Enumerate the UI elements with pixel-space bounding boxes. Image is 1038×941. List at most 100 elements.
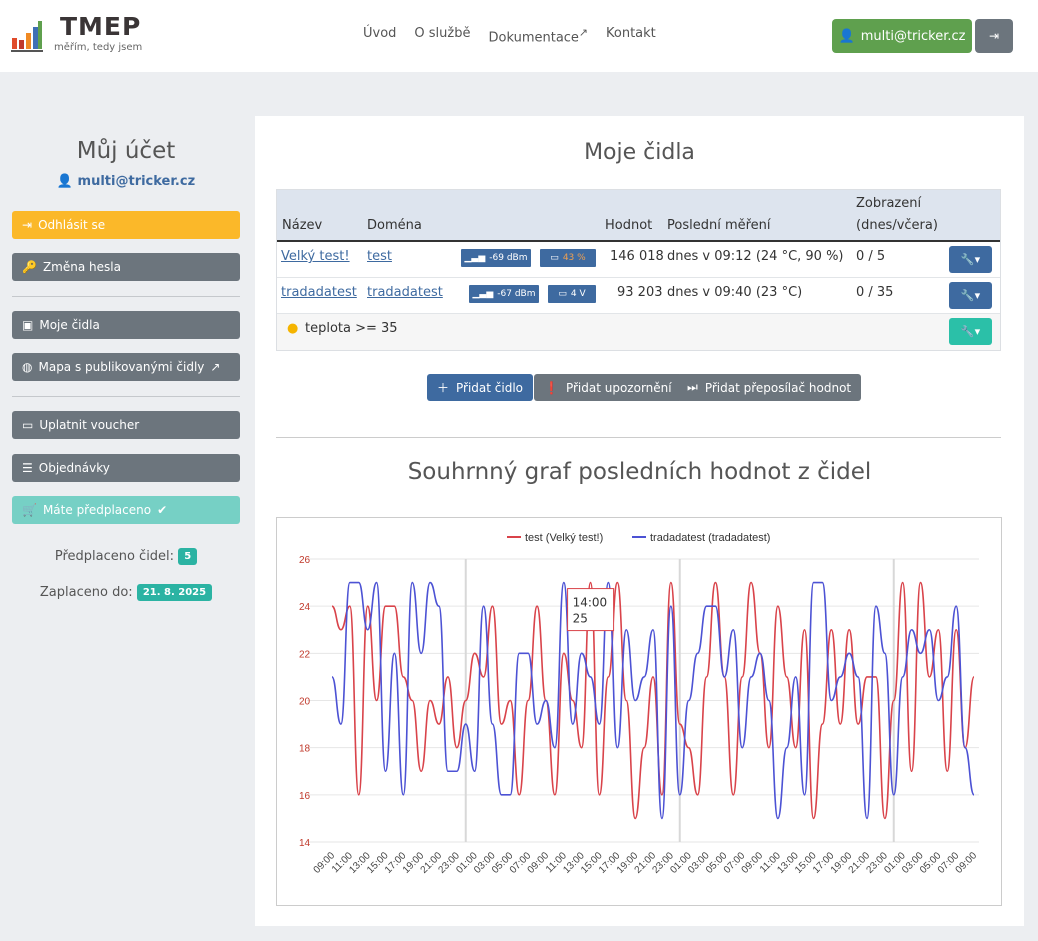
sensor-settings-dropdown[interactable]: 🔧▾	[949, 246, 992, 273]
user-email: multi@tricker.cz	[860, 28, 966, 44]
add-sensor-button[interactable]: ＋ Přidat čidlo	[427, 374, 534, 401]
legend-label: tradadatest (tradadatest)	[650, 532, 770, 544]
sensor-name-link[interactable]: Velký test!	[281, 249, 350, 264]
list-icon: ☰	[22, 461, 33, 475]
account-email-text: multi@tricker.cz	[77, 174, 196, 189]
logout-icon-button[interactable]: ⇥	[975, 19, 1013, 53]
user-icon: 👤	[56, 174, 78, 189]
logout-button[interactable]: ⇥ Odhlásit se	[12, 211, 240, 239]
nav-contact[interactable]: Kontakt	[606, 26, 656, 41]
signal-value: -69 dBm	[489, 253, 528, 263]
legend-label: test (Velký test!)	[525, 532, 603, 544]
add-alert-button[interactable]: ❗ Přidat upozornění	[534, 374, 682, 401]
battery-icon: ▭	[550, 253, 559, 263]
prepaid-sensors-label: Předplaceno čidel:	[54, 549, 175, 564]
chart-svg: 1416182022242609:0011:0013:0015:0017:001…	[299, 532, 979, 876]
y-tick-label: 20	[299, 697, 311, 708]
nav-home[interactable]: Úvod	[363, 26, 397, 41]
my-sensors-label: Moje čidla	[39, 318, 100, 332]
sensor-settings-dropdown[interactable]: 🔧▾	[949, 282, 992, 309]
main-nav: Úvod O službě Dokumentace↗ Kontakt	[363, 26, 656, 45]
col-views: Zobrazení	[856, 196, 922, 211]
redeem-voucher-label: Uplatnit voucher	[39, 418, 140, 432]
sign-out-icon: ⇥	[22, 218, 33, 232]
y-tick-label: 14	[299, 838, 311, 849]
add-forwarder-button[interactable]: ⏭ Přidat přeposílač hodnot	[677, 374, 862, 401]
prepaid-count-badge: 5	[178, 548, 198, 565]
redeem-voucher-button[interactable]: ▭ Uplatnit voucher	[12, 411, 240, 439]
alert-settings-dropdown[interactable]: 🔧▾	[949, 318, 992, 345]
external-link-icon: ↗	[578, 26, 589, 39]
my-sensors-button[interactable]: ▣ Moje čidla	[12, 311, 240, 339]
account-email: 👤 multi@tricker.cz	[12, 174, 240, 189]
cart-icon: 🛒	[22, 503, 37, 517]
sensor-map-button[interactable]: ◍ Mapa s publikovanými čidly ↗	[12, 353, 240, 381]
user-account-button[interactable]: 👤 multi@tricker.cz	[832, 19, 972, 53]
signal-badge: ▁▃▅ -67 dBm	[469, 285, 539, 303]
tooltip-value: 25	[573, 612, 588, 626]
prepaid-sensors-info: Předplaceno čidel: 5	[12, 548, 240, 565]
chart-title: Souhrnný graf posledních hodnot z čidel	[407, 459, 872, 485]
y-tick-label: 26	[299, 555, 311, 566]
page-title: Moje čidla	[584, 140, 695, 165]
y-tick-label: 18	[299, 744, 311, 755]
last-measurement: dnes v 09:40 (23 °C)	[667, 285, 803, 300]
table-header: Název Doména Hodnot Poslední měření Zobr…	[277, 190, 1000, 242]
series-line-tradadatest	[331, 581, 975, 820]
user-icon: 👤	[838, 28, 855, 44]
paid-until-badge: 21. 8. 2025	[136, 584, 213, 601]
nav-about[interactable]: O službě	[414, 26, 471, 41]
sensor-name-link[interactable]: tradadatest	[281, 285, 357, 300]
y-tick-label: 16	[299, 791, 311, 802]
change-password-label: Změna hesla	[42, 260, 121, 274]
views-count: 0 / 35	[856, 285, 894, 300]
sensor-domain-link[interactable]: tradadatest	[367, 285, 443, 300]
check-circle-icon: ✔	[157, 503, 168, 517]
col-value: Hodnot	[605, 218, 653, 233]
paid-until-label: Zaplaceno do:	[39, 585, 133, 600]
table-row: Velký test! test ▁▃▅ -69 dBm ▭ 43 % 146 01…	[277, 242, 1000, 278]
nav-docs[interactable]: Dokumentace↗	[488, 26, 588, 45]
key-icon: 🔑	[22, 260, 37, 274]
signal-value: -67 dBm	[497, 289, 536, 299]
logo-bars-icon[interactable]	[11, 20, 43, 52]
wrench-icon: 🔧▾	[960, 289, 981, 302]
add-sensor-label: Přidat čidlo	[456, 380, 524, 395]
y-tick-label: 22	[299, 649, 311, 660]
signal-badge: ▁▃▅ -69 dBm	[461, 249, 531, 267]
wrench-icon: 🔧▾	[960, 325, 981, 338]
top-navbar: TMEP měřím, tedy jsem Úvod O službě Doku…	[0, 0, 1038, 72]
orders-button[interactable]: ☰ Objednávky	[12, 454, 240, 482]
alert-condition: teplota >= 35	[305, 321, 398, 336]
col-domain: Doména	[367, 218, 422, 233]
change-password-button[interactable]: 🔑 Změna hesla	[12, 253, 240, 281]
signal-icon: ▁▃▅	[472, 289, 494, 299]
paid-until-info: Zaplaceno do: 21. 8. 2025	[12, 584, 240, 601]
prepaid-button[interactable]: 🛒 Máte předplaceno ✔	[12, 496, 240, 524]
alert-row: ● teplota >= 35 🔧▾	[277, 314, 1000, 350]
sensor-map-label: Mapa s publikovanými čidly	[38, 360, 205, 374]
signal-icon: ▁▃▅	[464, 253, 486, 263]
battery-badge: ▭ 43 %	[540, 249, 596, 267]
exclamation-circle-icon: ❗	[544, 380, 559, 395]
views-count: 0 / 5	[856, 249, 886, 264]
add-forwarder-label: Přidat přeposílač hodnot	[704, 380, 852, 395]
value-count: 93 203	[617, 285, 663, 300]
plus-icon: ＋	[437, 381, 450, 395]
divider	[12, 396, 240, 397]
battery-icon: ▭	[558, 289, 567, 299]
divider	[276, 437, 1001, 438]
main-card: Moje čidla Název Doména Hodnot Poslední …	[255, 116, 1024, 926]
nav-docs-label: Dokumentace	[488, 30, 579, 46]
col-last: Poslední měření	[667, 218, 771, 233]
brand-name[interactable]: TMEP	[60, 12, 142, 41]
col-name: Název	[282, 218, 323, 233]
value-count: 146 018	[610, 249, 664, 264]
add-alert-label: Přidat upozornění	[565, 380, 672, 395]
battery-value: 43 %	[562, 253, 586, 263]
sensor-domain-link[interactable]: test	[367, 249, 392, 264]
wrench-icon: 🔧▾	[960, 253, 981, 266]
last-measurement: dnes v 09:12 (24 °C, 90 %)	[667, 249, 844, 264]
chip-icon: ▣	[22, 318, 34, 332]
y-tick-label: 24	[299, 602, 311, 613]
